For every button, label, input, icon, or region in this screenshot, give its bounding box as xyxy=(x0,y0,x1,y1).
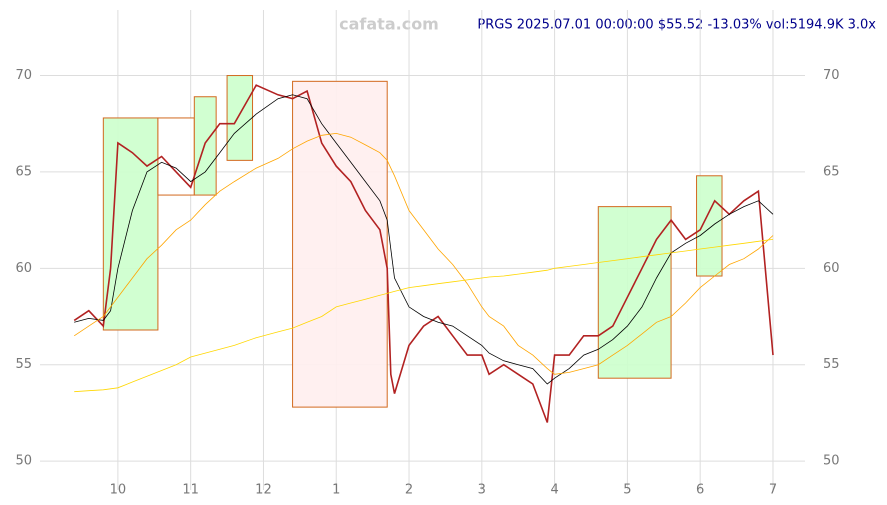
x-tick-label: 5 xyxy=(623,483,631,498)
series-line xyxy=(73,84,774,423)
zone xyxy=(102,117,159,331)
x-tick-label: 3 xyxy=(478,483,486,498)
series-line xyxy=(74,94,774,385)
x-tick-label: 2 xyxy=(405,483,413,498)
series-line xyxy=(73,132,774,375)
y-tick-label-right: 70 xyxy=(823,68,840,83)
series-line xyxy=(74,239,774,393)
watermark: cafata.com xyxy=(339,15,439,34)
y-tick-label-right: 55 xyxy=(823,357,840,372)
y-tick-label-right: 65 xyxy=(823,164,840,179)
y-tick-label: 55 xyxy=(15,357,32,372)
y-tick-label: 65 xyxy=(15,164,32,179)
y-tick-label-right: 60 xyxy=(823,261,840,276)
x-tick-label: 11 xyxy=(182,483,199,498)
zone xyxy=(157,117,195,196)
y-tick-label: 70 xyxy=(15,68,32,83)
x-tick-label: 10 xyxy=(110,483,127,498)
x-tick-label: 7 xyxy=(769,483,777,498)
x-tick-label: 1 xyxy=(332,483,340,498)
zone xyxy=(226,75,254,161)
zone xyxy=(193,96,217,196)
x-tick-label: 12 xyxy=(255,483,272,498)
chart-title: PRGS 2025.07.01 00:00:00 $55.52 -13.03% … xyxy=(477,18,876,33)
y-tick-label: 60 xyxy=(15,261,32,276)
y-tick-label-right: 50 xyxy=(823,454,840,469)
zone xyxy=(597,206,672,379)
zone xyxy=(696,175,723,277)
x-tick-label: 4 xyxy=(550,483,558,498)
zone xyxy=(292,80,388,408)
y-tick-label: 50 xyxy=(15,454,32,469)
x-tick-label: 6 xyxy=(696,483,704,498)
